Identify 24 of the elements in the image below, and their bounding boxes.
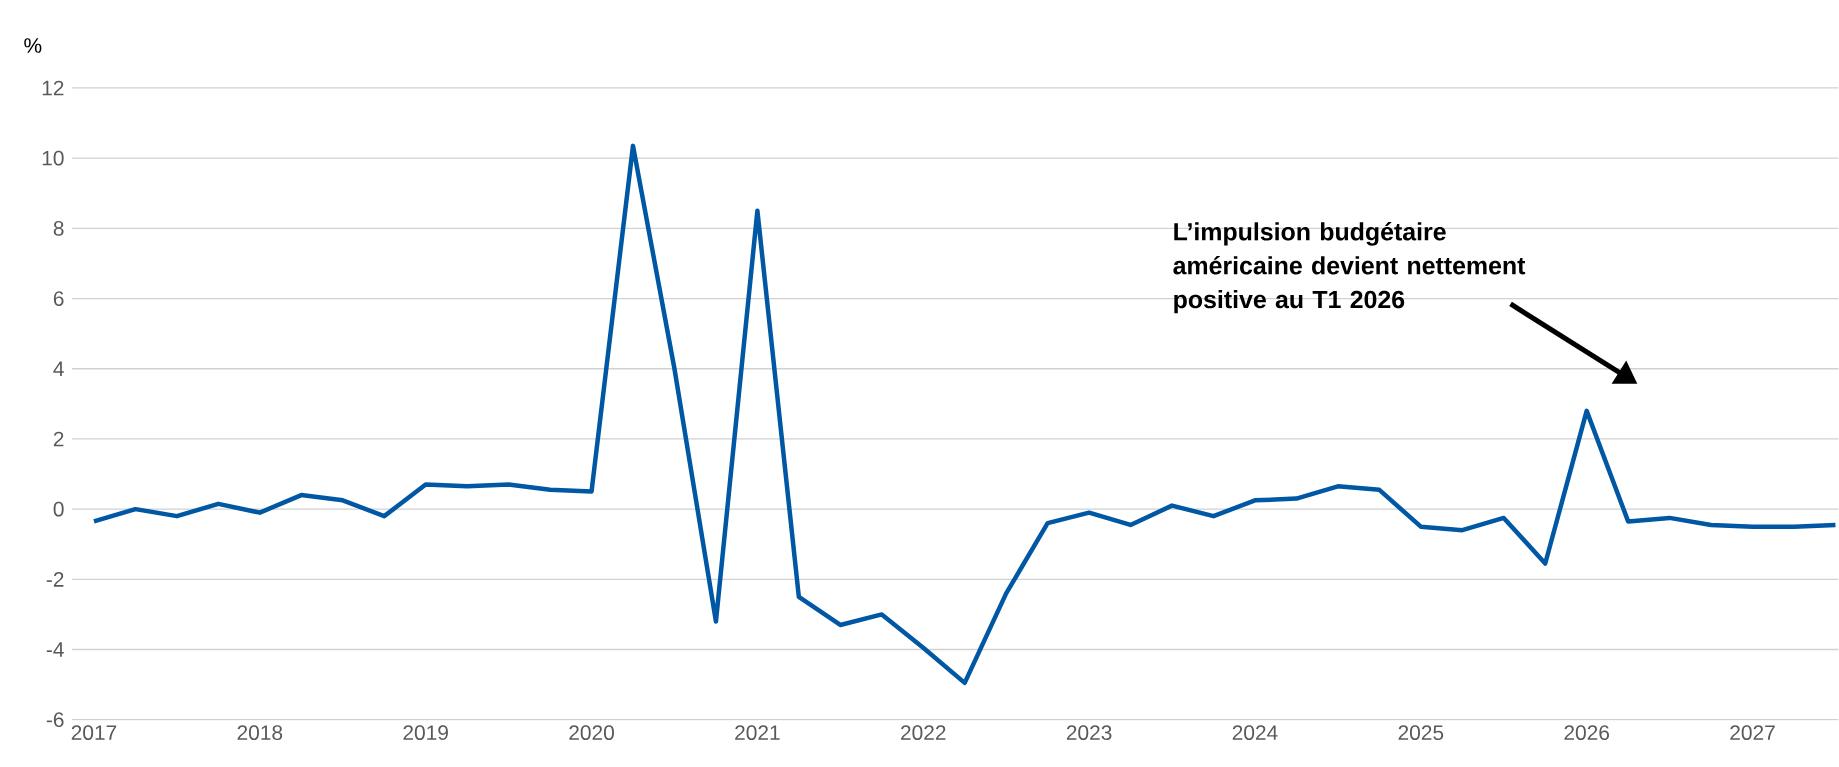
y-tick-label: 2	[53, 431, 64, 447]
y-axis-title: %	[24, 38, 42, 53]
x-tick-label: 2024	[1232, 725, 1278, 741]
x-tick-label: 2020	[569, 725, 614, 741]
x-tick-label: 2019	[403, 725, 448, 741]
x-tick-label: 2018	[237, 725, 283, 741]
y-tick-label: -2	[46, 572, 64, 587]
x-tick-label: 2026	[1564, 725, 1610, 741]
y-tick-label: 4	[53, 361, 64, 377]
y-tick-label: 0	[53, 501, 64, 517]
annotation: L’impulsion budgétaire américaine devient nettement positive au T1 2026	[1173, 222, 1526, 314]
y-tick-label: 12	[42, 80, 64, 96]
y-tick-label: 6	[53, 291, 64, 307]
y-tick-label: -6	[46, 712, 64, 728]
x-tick-label: 2017	[71, 725, 117, 741]
y-tick-label: 10	[42, 150, 64, 166]
y-tick-label: -4	[46, 642, 64, 657]
x-tick-label: 2022	[901, 725, 946, 741]
x-tick-label: 2027	[1730, 725, 1775, 741]
line-series	[91, 143, 1838, 686]
y-tick-label: 8	[53, 221, 64, 236]
x-tick-label: 2025	[1398, 725, 1444, 741]
x-tick-label: 2023	[1066, 725, 1112, 741]
x-tick-label: 2021	[735, 725, 780, 741]
